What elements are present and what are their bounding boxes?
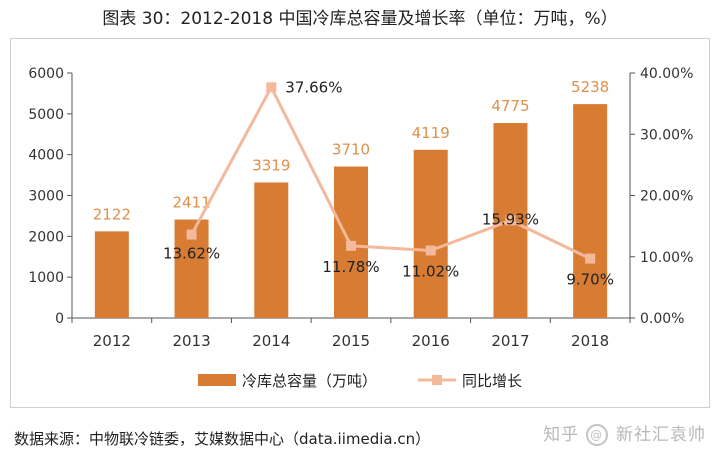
growth-value-label: 9.70% [566, 271, 614, 289]
growth-marker-2014 [266, 82, 277, 93]
left-tick-label: 0 [55, 311, 64, 327]
legend-bar-label: 冷库总容量（万吨） [242, 372, 377, 390]
left-tick-label: 6000 [28, 66, 64, 82]
right-tick-label: 10.00% [640, 250, 693, 266]
growth-value-label: 13.62% [163, 245, 220, 263]
growth-marker-2013 [186, 229, 197, 240]
x-tick-label: 2013 [172, 332, 210, 350]
bar-2016 [413, 149, 448, 318]
bar-value-label: 3319 [252, 156, 290, 174]
bar-value-label: 4775 [491, 97, 529, 115]
x-tick-label: 2018 [571, 332, 609, 350]
watermark-handle: 新社汇袁帅 [616, 425, 706, 445]
bar-2012 [94, 231, 129, 318]
watermark-logo-icon: @ [585, 424, 608, 446]
right-tick-label: 40.00% [640, 66, 693, 82]
right-tick-label: 0.00% [640, 311, 684, 327]
growth-value-label: 11.02% [402, 263, 459, 281]
growth-marker-2017 [505, 215, 516, 226]
watermark: 知乎 @ 新社汇袁帅 [543, 420, 706, 446]
right-tick-label: 20.00% [640, 189, 693, 205]
growth-marker-2016 [425, 245, 436, 256]
left-tick-label: 3000 [28, 189, 64, 205]
bar-2014 [254, 182, 289, 318]
bar-value-label: 2122 [93, 205, 131, 223]
left-tick-label: 4000 [28, 148, 64, 164]
legend-bar-swatch [198, 374, 236, 386]
growth-marker-2018 [585, 253, 596, 264]
growth-line [190, 84, 591, 260]
bar-value-label: 5238 [571, 78, 609, 96]
left-tick-label: 1000 [28, 270, 64, 286]
growth-value-label: 37.66% [285, 78, 342, 96]
growth-marker-2015 [346, 240, 356, 251]
bar-value-label: 3710 [332, 141, 370, 159]
chart-title: 图表 30：2012-2018 中国冷库总容量及增长率（单位：万吨，%） [102, 9, 618, 29]
legend-line-marker [432, 375, 442, 385]
x-tick-label: 2015 [332, 332, 370, 350]
x-tick-label: 2016 [412, 332, 450, 350]
growth-value-label: 11.78% [322, 258, 379, 276]
x-tick-label: 2017 [491, 332, 529, 350]
watermark-prefix: 知乎 [543, 425, 580, 445]
right-tick-label: 30.00% [640, 127, 693, 143]
x-tick-label: 2014 [252, 332, 290, 350]
bar-value-label: 4119 [412, 124, 450, 142]
chart-area: 0 1000 2000 3000 4000 5000 6000 0.00% 10.00% 20.0… [28, 66, 693, 390]
left-tick-label: 2000 [28, 229, 64, 245]
bar-2018 [573, 104, 608, 319]
bar-value-label: 2411 [172, 194, 210, 212]
x-tick-label: 2012 [93, 332, 131, 350]
source-note: 数据来源：中物联冷链委，艾媒数据中心（data.iimedia.cn） [14, 430, 431, 448]
legend-line-label: 同比增长 [462, 372, 522, 390]
growth-value-label: 15.93% [482, 210, 539, 228]
left-tick-label: 5000 [28, 107, 64, 123]
chart-frame [10, 38, 710, 408]
